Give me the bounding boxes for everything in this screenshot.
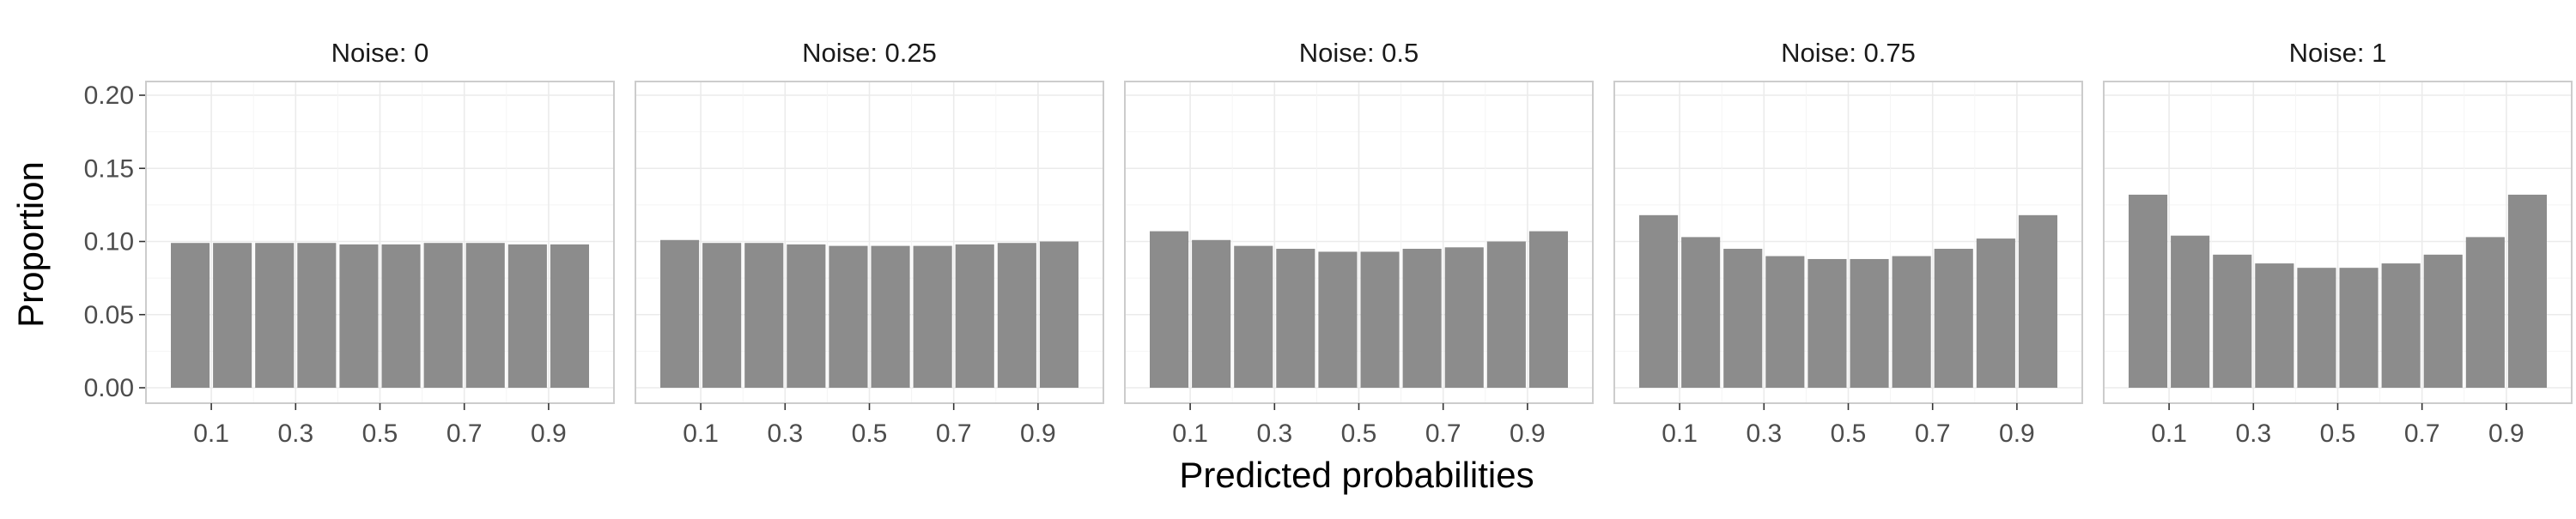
bar — [871, 245, 910, 388]
bar — [1528, 231, 1568, 388]
facet-strip-label: Noise: 1 — [2289, 38, 2387, 68]
bar — [550, 244, 589, 388]
x-tick-label: 0.5 — [1341, 419, 1377, 448]
y-tick-label: 0.15 — [84, 154, 134, 183]
bar — [255, 243, 295, 388]
bar — [1360, 251, 1400, 388]
bar — [1486, 241, 1526, 388]
bar — [1892, 256, 1931, 388]
bar — [1039, 241, 1078, 388]
bar — [171, 243, 210, 388]
bar — [297, 243, 337, 388]
bar — [465, 243, 505, 388]
x-tick-label: 0.7 — [936, 419, 972, 448]
bar — [1402, 249, 1442, 388]
bar — [2423, 254, 2463, 388]
bar — [1976, 238, 2015, 388]
bar — [2381, 263, 2421, 388]
y-axis-title: Proportion — [10, 161, 51, 328]
bar — [1639, 214, 1679, 388]
bar — [1192, 239, 1231, 388]
facet-strip-label: Noise: 0.5 — [1299, 38, 1419, 68]
bar — [2213, 254, 2252, 388]
x-tick-label: 0.5 — [1831, 419, 1867, 448]
bar — [2129, 194, 2168, 388]
x-tick-label: 0.9 — [1999, 419, 2035, 448]
facet-strip-label: Noise: 0.25 — [802, 38, 937, 68]
x-tick-label: 0.7 — [1425, 419, 1461, 448]
bar — [829, 245, 868, 388]
x-tick-label: 0.3 — [2235, 419, 2271, 448]
bar — [1150, 231, 1189, 388]
facet-panel: Noise: 0 0.1 0.3 0.5 0.7 0.9 — [145, 38, 615, 448]
bar — [2171, 235, 2210, 388]
bar — [955, 244, 994, 388]
bar — [1765, 256, 1805, 388]
x-tick-label: 0.9 — [1510, 419, 1546, 448]
facet-panel: Noise: 0.75 0.1 0.3 0.5 0.7 0.9 — [1613, 38, 2083, 448]
bar — [1850, 258, 1889, 388]
x-tick-label: 0.5 — [852, 419, 888, 448]
bar — [2297, 268, 2336, 388]
bar — [660, 239, 700, 388]
x-tick-label: 0.5 — [2320, 419, 2356, 448]
bar — [1234, 245, 1273, 388]
x-tick-label: 0.5 — [362, 419, 398, 448]
bar — [702, 243, 742, 388]
y-tick-label: 0.05 — [84, 301, 134, 329]
x-axis-title: Predicted probabilities — [1179, 455, 1534, 495]
y-tick-label: 0.20 — [84, 81, 134, 110]
x-tick-label: 0.1 — [1172, 419, 1208, 448]
bar — [1276, 249, 1315, 388]
bar — [213, 243, 252, 388]
bar — [381, 244, 421, 388]
facet-panel: Noise: 0.5 0.1 0.3 0.5 0.7 0.9 — [1124, 38, 1594, 448]
x-tick-label: 0.7 — [1915, 419, 1951, 448]
x-tick-label: 0.3 — [1746, 419, 1782, 448]
x-tick-label: 0.7 — [447, 419, 483, 448]
x-tick-label: 0.9 — [531, 419, 567, 448]
facet-panel: Noise: 0.25 0.1 0.3 0.5 0.7 0.9 — [635, 38, 1104, 448]
bar — [2465, 237, 2505, 388]
bar — [913, 245, 952, 388]
bar — [1723, 249, 1763, 388]
bar — [1681, 237, 1721, 388]
x-tick-label: 0.1 — [1662, 419, 1698, 448]
bar — [2507, 194, 2547, 388]
bar — [997, 243, 1036, 388]
bar — [787, 244, 826, 388]
x-tick-label: 0.3 — [1256, 419, 1292, 448]
bar — [1807, 258, 1847, 388]
bar — [423, 243, 463, 388]
x-tick-label: 0.1 — [193, 419, 229, 448]
x-tick-label: 0.1 — [2151, 419, 2187, 448]
bar — [2018, 214, 2057, 388]
facet-strip-label: Noise: 0.75 — [1781, 38, 1916, 68]
bar — [2255, 263, 2294, 388]
y-tick-label: 0.00 — [84, 374, 134, 402]
x-tick-label: 0.3 — [767, 419, 803, 448]
bar — [1318, 251, 1358, 388]
x-tick-label: 0.1 — [683, 419, 719, 448]
bar — [744, 243, 784, 388]
y-axis: 0.00 0.05 0.10 0.15 0.20 — [84, 81, 146, 402]
bar — [507, 244, 547, 388]
facet-strip-label: Noise: 0 — [331, 38, 429, 68]
bar — [2339, 268, 2379, 388]
facet-panels: Noise: 0 0.1 0.3 0.5 0.7 0.9 Noise: 0.25 0.1 0.3… — [145, 38, 2573, 448]
x-tick-label: 0.7 — [2404, 419, 2440, 448]
y-tick-label: 0.10 — [84, 228, 134, 256]
bar — [1444, 247, 1484, 388]
bar — [339, 244, 379, 388]
facet-panel: Noise: 1 0.1 0.3 0.5 0.7 0.9 — [2103, 38, 2573, 448]
x-tick-label: 0.9 — [1020, 419, 1056, 448]
x-tick-label: 0.3 — [277, 419, 313, 448]
x-tick-label: 0.9 — [2488, 419, 2524, 448]
bar — [1934, 249, 1973, 388]
